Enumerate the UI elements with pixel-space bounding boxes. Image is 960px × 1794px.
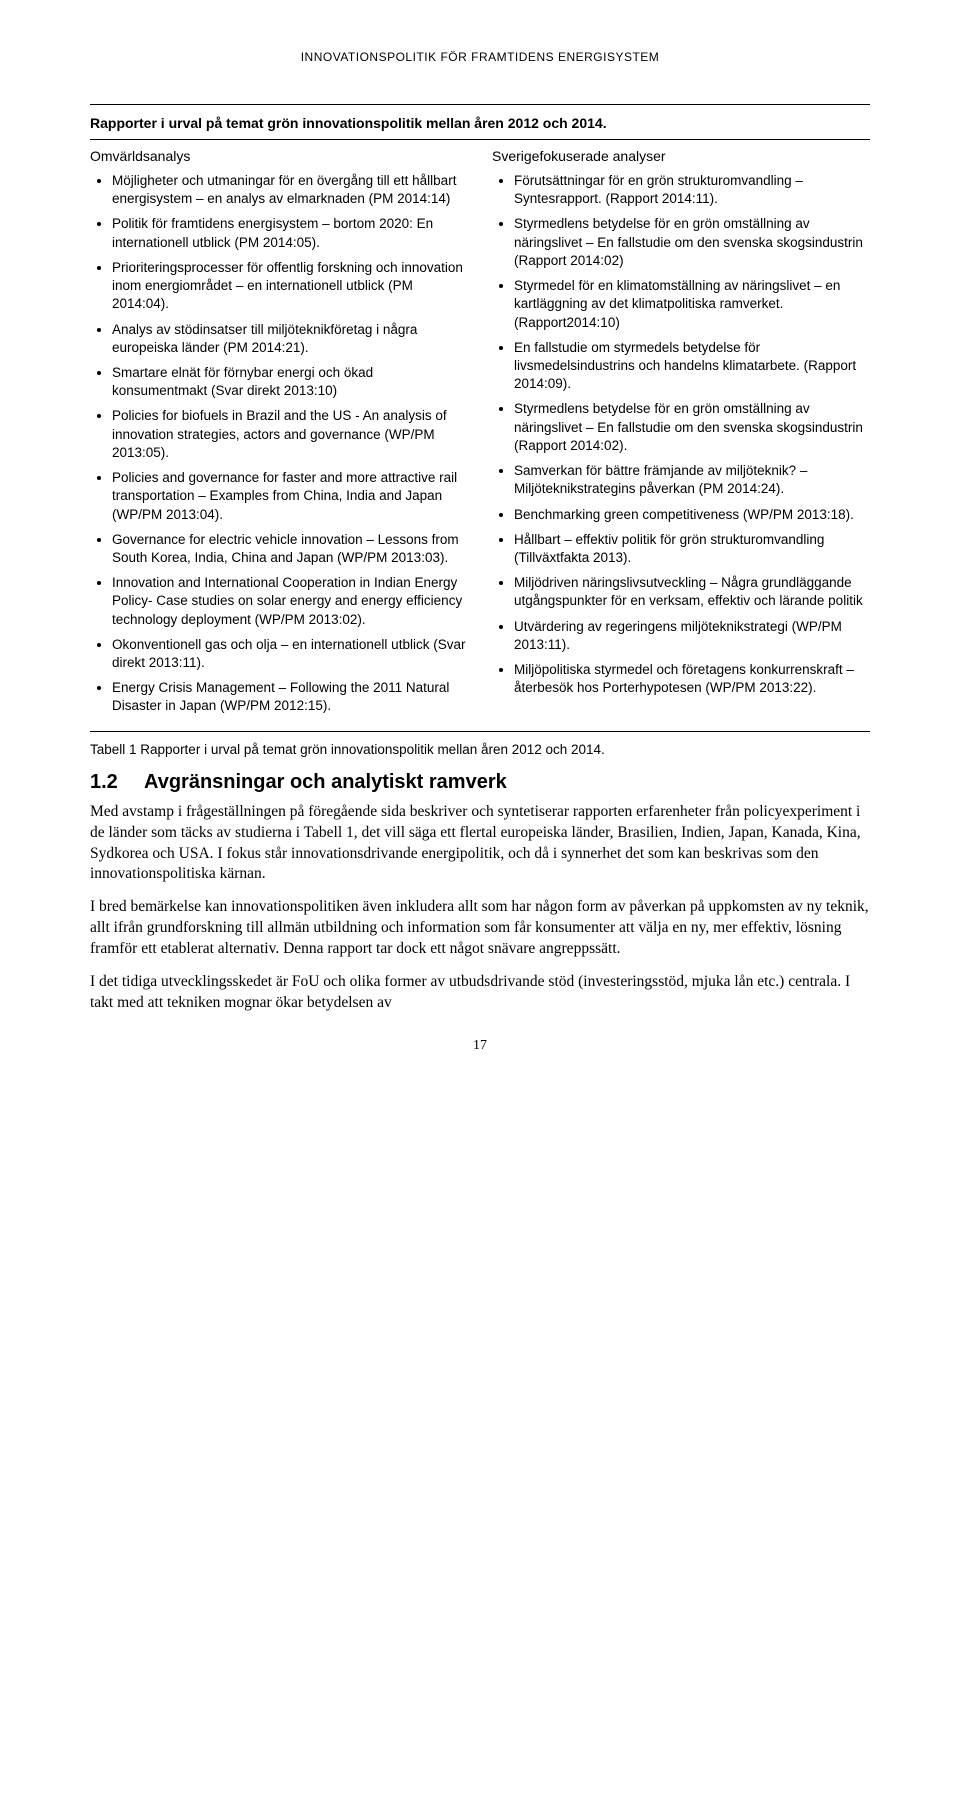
- list-item: Styrmedlens betydelse för en grön omstäl…: [514, 215, 870, 270]
- left-column: Omvärldsanalys Möjligheter och utmaninga…: [90, 140, 468, 731]
- right-column-heading: Sverigefokuserade analyser: [492, 148, 870, 164]
- list-item: Miljöpolitiska styrmedel och företagens …: [514, 661, 870, 697]
- body-paragraph: Med avstamp i frågeställningen på föregå…: [90, 802, 870, 886]
- list-item: Smartare elnät för förnybar energi och ö…: [112, 364, 468, 400]
- list-item: Benchmarking green competitiveness (WP/P…: [514, 506, 870, 524]
- left-list: Möjligheter och utmaningar för en övergå…: [90, 172, 468, 716]
- list-item: Policies and governance for faster and m…: [112, 469, 468, 524]
- table-columns: Omvärldsanalys Möjligheter och utmaninga…: [90, 140, 870, 731]
- section-heading: 1.2Avgränsningar och analytiskt ramverk: [90, 771, 870, 794]
- list-item: Innovation and International Cooperation…: [112, 574, 468, 629]
- document-page: INNOVATIONSPOLITIK FÖR FRAMTIDENS ENERGI…: [0, 0, 960, 1094]
- list-item: Styrmedlens betydelse för en grön omstäl…: [514, 400, 870, 455]
- table-title: Rapporter i urval på temat grön innovati…: [90, 105, 870, 140]
- table-caption: Tabell 1 Rapporter i urval på temat grön…: [90, 742, 870, 757]
- page-number: 17: [90, 1038, 870, 1054]
- list-item: Prioriteringsprocesser för offentlig for…: [112, 259, 468, 314]
- list-item: En fallstudie om styrmedels betydelse fö…: [514, 339, 870, 394]
- section-number: 1.2: [90, 771, 144, 794]
- list-item: Miljödriven näringslivsutveckling – Någr…: [514, 574, 870, 610]
- reports-table: Rapporter i urval på temat grön innovati…: [90, 104, 870, 732]
- list-item: Styrmedel för en klimatomställning av nä…: [514, 277, 870, 332]
- list-item: Förutsättningar för en grön strukturomva…: [514, 172, 870, 208]
- right-list: Förutsättningar för en grön strukturomva…: [492, 172, 870, 697]
- list-item: Utvärdering av regeringens miljöteknikst…: [514, 618, 870, 654]
- section-title: Avgränsningar och analytiskt ramverk: [144, 771, 507, 793]
- list-item: Okonventionell gas och olja – en interna…: [112, 636, 468, 672]
- list-item: Hållbart – effektiv politik för grön str…: [514, 531, 870, 567]
- list-item: Politik för framtidens energisystem – bo…: [112, 215, 468, 251]
- list-item: Governance for electric vehicle innovati…: [112, 531, 468, 567]
- list-item: Analys av stödinsatser till miljöteknikf…: [112, 321, 468, 357]
- list-item: Energy Crisis Management – Following the…: [112, 679, 468, 715]
- list-item: Samverkan för bättre främjande av miljöt…: [514, 462, 870, 498]
- left-column-heading: Omvärldsanalys: [90, 148, 468, 164]
- page-header: INNOVATIONSPOLITIK FÖR FRAMTIDENS ENERGI…: [90, 50, 870, 64]
- list-item: Möjligheter och utmaningar för en övergå…: [112, 172, 468, 208]
- list-item: Policies for biofuels in Brazil and the …: [112, 407, 468, 462]
- body-paragraph: I det tidiga utvecklingsskedet är FoU oc…: [90, 972, 870, 1014]
- right-column: Sverigefokuserade analyser Förutsättning…: [492, 140, 870, 731]
- body-paragraph: I bred bemärkelse kan innovationspolitik…: [90, 897, 870, 960]
